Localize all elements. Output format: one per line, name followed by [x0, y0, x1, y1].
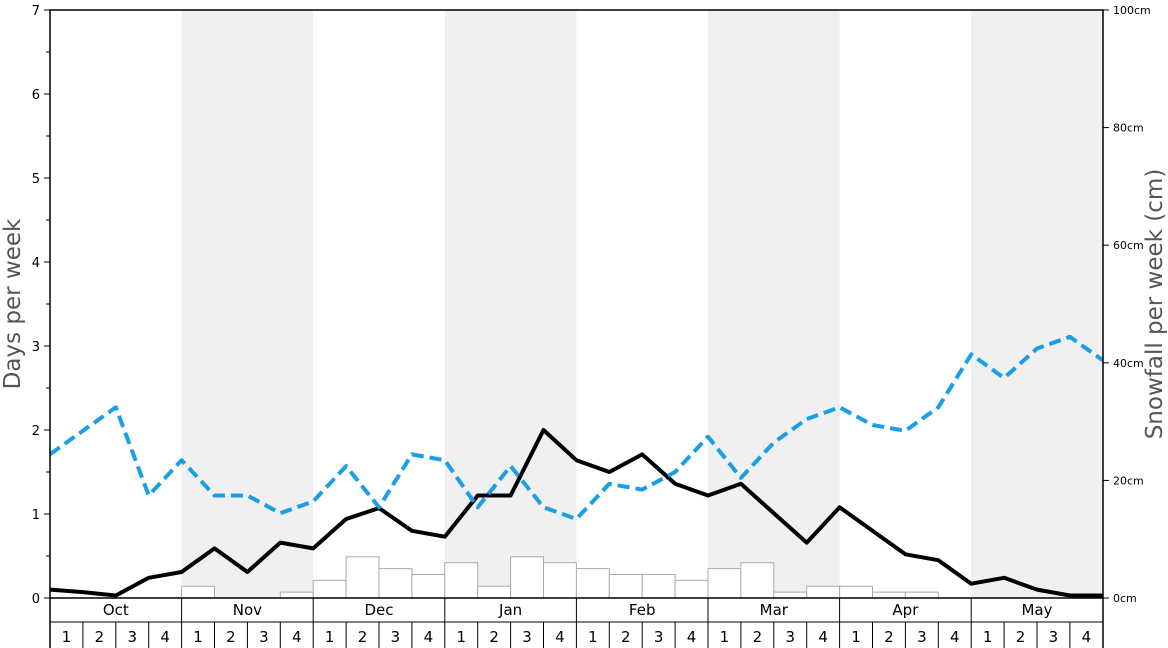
- week-label: 2: [226, 628, 236, 646]
- left-axis-title: Days per week: [0, 218, 26, 389]
- snowfall-bar: [378, 568, 413, 599]
- left-tick-label: 7: [32, 4, 40, 19]
- week-label: 3: [785, 628, 795, 646]
- snowfall-bar: [674, 579, 709, 599]
- right-tick-label: 0cm: [1113, 592, 1137, 605]
- week-label: 4: [687, 628, 697, 646]
- right-tick-label: 100cm: [1113, 4, 1151, 17]
- week-label: 3: [917, 628, 927, 646]
- month-band: [444, 10, 577, 598]
- week-label: 3: [1049, 628, 1059, 646]
- week-label: 1: [193, 628, 203, 646]
- week-label: 4: [950, 628, 960, 646]
- week-label: 2: [95, 628, 105, 646]
- month-week-axis: Oct 1 2 3 4 Nov 1 2 3 4 Dec 1 2 3 4 Jan 1 2 3 4 Feb 1 2 3 4 Mar 1 2…: [49, 598, 1104, 648]
- snowfall-bar: [444, 562, 479, 599]
- month-label: Nov: [233, 601, 262, 619]
- week-label: 3: [259, 628, 269, 646]
- snowfall-bar: [575, 568, 610, 599]
- snowfall-bar: [279, 591, 314, 599]
- dashed-line: [48, 334, 1104, 521]
- data-lines: [48, 334, 1104, 598]
- month-label: Mar: [760, 601, 789, 619]
- month-band: [181, 10, 314, 598]
- snowfall-bar: [411, 573, 446, 599]
- week-label: 2: [884, 628, 894, 646]
- week-label: 3: [522, 628, 532, 646]
- month-label: Apr: [892, 601, 919, 619]
- left-axis: 0 1 2 3 4 5 6 7: [32, 4, 50, 607]
- snowfall-bar: [345, 556, 380, 599]
- right-axis-title: Snowfall per week (cm): [1142, 169, 1168, 440]
- week-label: 4: [818, 628, 828, 646]
- snowfall-bar: [543, 562, 577, 599]
- month-bands: [181, 10, 1103, 598]
- snowfall-bar: [707, 568, 742, 599]
- snowfall-bar: [312, 579, 347, 599]
- right-tick-label: 40cm: [1113, 357, 1144, 370]
- week-label: 1: [983, 628, 993, 646]
- snowfall-bar: [806, 585, 841, 599]
- week-label: 1: [62, 628, 72, 646]
- left-tick-label: 1: [32, 508, 40, 523]
- snowfall-bars: [181, 556, 939, 599]
- week-label: 4: [424, 628, 434, 646]
- snowfall-bar: [872, 591, 906, 599]
- week-label: 1: [456, 628, 466, 646]
- month-band: [971, 10, 1103, 598]
- week-label: 3: [391, 628, 401, 646]
- snowfall-bar: [608, 573, 643, 599]
- month-band: [708, 10, 840, 598]
- snowfall-bar: [510, 556, 545, 599]
- snowfall-bar: [773, 591, 808, 599]
- left-tick-label: 0: [32, 592, 40, 607]
- left-tick-label: 3: [32, 340, 40, 355]
- week-label: 2: [358, 628, 368, 646]
- week-label: 4: [292, 628, 302, 646]
- snowfall-bar: [181, 585, 216, 599]
- week-label: 1: [588, 628, 598, 646]
- right-tick-label: 80cm: [1113, 122, 1144, 135]
- month-label: May: [1021, 601, 1052, 619]
- left-tick-label: 5: [32, 172, 40, 187]
- month-label: Feb: [629, 601, 656, 619]
- left-tick-label: 2: [32, 424, 40, 439]
- month-label: Jan: [498, 601, 522, 619]
- week-label: 1: [325, 628, 335, 646]
- solid-line: [49, 428, 1103, 598]
- right-tick-label: 20cm: [1113, 474, 1144, 487]
- week-label: 4: [555, 628, 565, 646]
- month-label: Dec: [364, 601, 393, 619]
- left-tick-label: 6: [32, 88, 40, 103]
- right-axis: 0cm 20cm 40cm 60cm 80cm 100cm: [1103, 4, 1151, 605]
- snowfall-bar: [904, 591, 939, 599]
- week-label: 2: [753, 628, 763, 646]
- snowfall-bar: [740, 562, 775, 599]
- week-label: 3: [127, 628, 137, 646]
- week-label: 4: [160, 628, 170, 646]
- week-label: 2: [489, 628, 499, 646]
- week-label: 2: [621, 628, 631, 646]
- right-tick-label: 60cm: [1113, 239, 1144, 252]
- week-label: 3: [654, 628, 664, 646]
- week-label: 1: [851, 628, 861, 646]
- snowfall-bar: [641, 573, 676, 599]
- month-label: Oct: [103, 601, 129, 619]
- week-label: 2: [1016, 628, 1026, 646]
- week-label: 1: [720, 628, 730, 646]
- snowfall-bar: [839, 585, 873, 599]
- left-tick-label: 4: [32, 256, 40, 271]
- week-label: 4: [1082, 628, 1092, 646]
- snowfall-bar: [477, 585, 512, 599]
